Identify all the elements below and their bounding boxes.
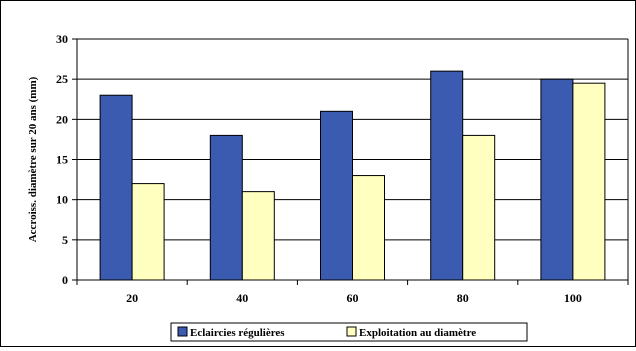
legend-swatch-eclaircies <box>177 326 188 337</box>
y-tick-label-20: 20 <box>56 112 68 126</box>
bar-chart: 0 5 10 15 20 25 30 20 40 60 80 100 Accroiss. diamèt… <box>27 32 629 342</box>
bar-exploitation-80 <box>462 134 496 281</box>
bar-eclaircies-20 <box>99 94 133 281</box>
x-tick-label-40: 40 <box>236 291 248 305</box>
bar-exploitation-40 <box>241 191 275 281</box>
legend-swatch-exploitation <box>346 326 357 337</box>
y-tick-label-5: 5 <box>62 233 68 247</box>
bar-eclaircies-80 <box>430 70 464 281</box>
y-tick-label-10: 10 <box>56 193 68 207</box>
bar-exploitation-60 <box>352 175 385 281</box>
x-tick-label-100: 100 <box>564 291 582 305</box>
x-tick-label-60: 60 <box>347 291 359 305</box>
x-tick-label-80: 80 <box>457 291 469 305</box>
bars <box>99 70 606 281</box>
y-tick-label-25: 25 <box>56 72 68 86</box>
legend-label-exploitation: Exploitation au diamètre <box>359 327 476 339</box>
y-axis-title: Accroiss. diamètre sur 20 ans (mm) <box>27 76 39 242</box>
bar-eclaircies-40 <box>209 134 243 281</box>
legend-label-eclaircies: Eclaircies régulières <box>190 327 285 339</box>
bar-exploitation-100 <box>572 82 606 281</box>
axes: 0 5 10 15 20 25 30 20 40 60 80 100 <box>56 32 629 305</box>
y-tick-label-15: 15 <box>56 153 68 167</box>
bar-eclaircies-100 <box>540 78 574 281</box>
y-tick-label-30: 30 <box>56 32 68 46</box>
y-tick-label-0: 0 <box>62 273 68 287</box>
x-tick-label-20: 20 <box>126 291 138 305</box>
legend: Eclaircies régulières Exploitation au di… <box>170 322 528 342</box>
bar-eclaircies-60 <box>320 110 353 281</box>
bar-exploitation-20 <box>131 183 165 281</box>
